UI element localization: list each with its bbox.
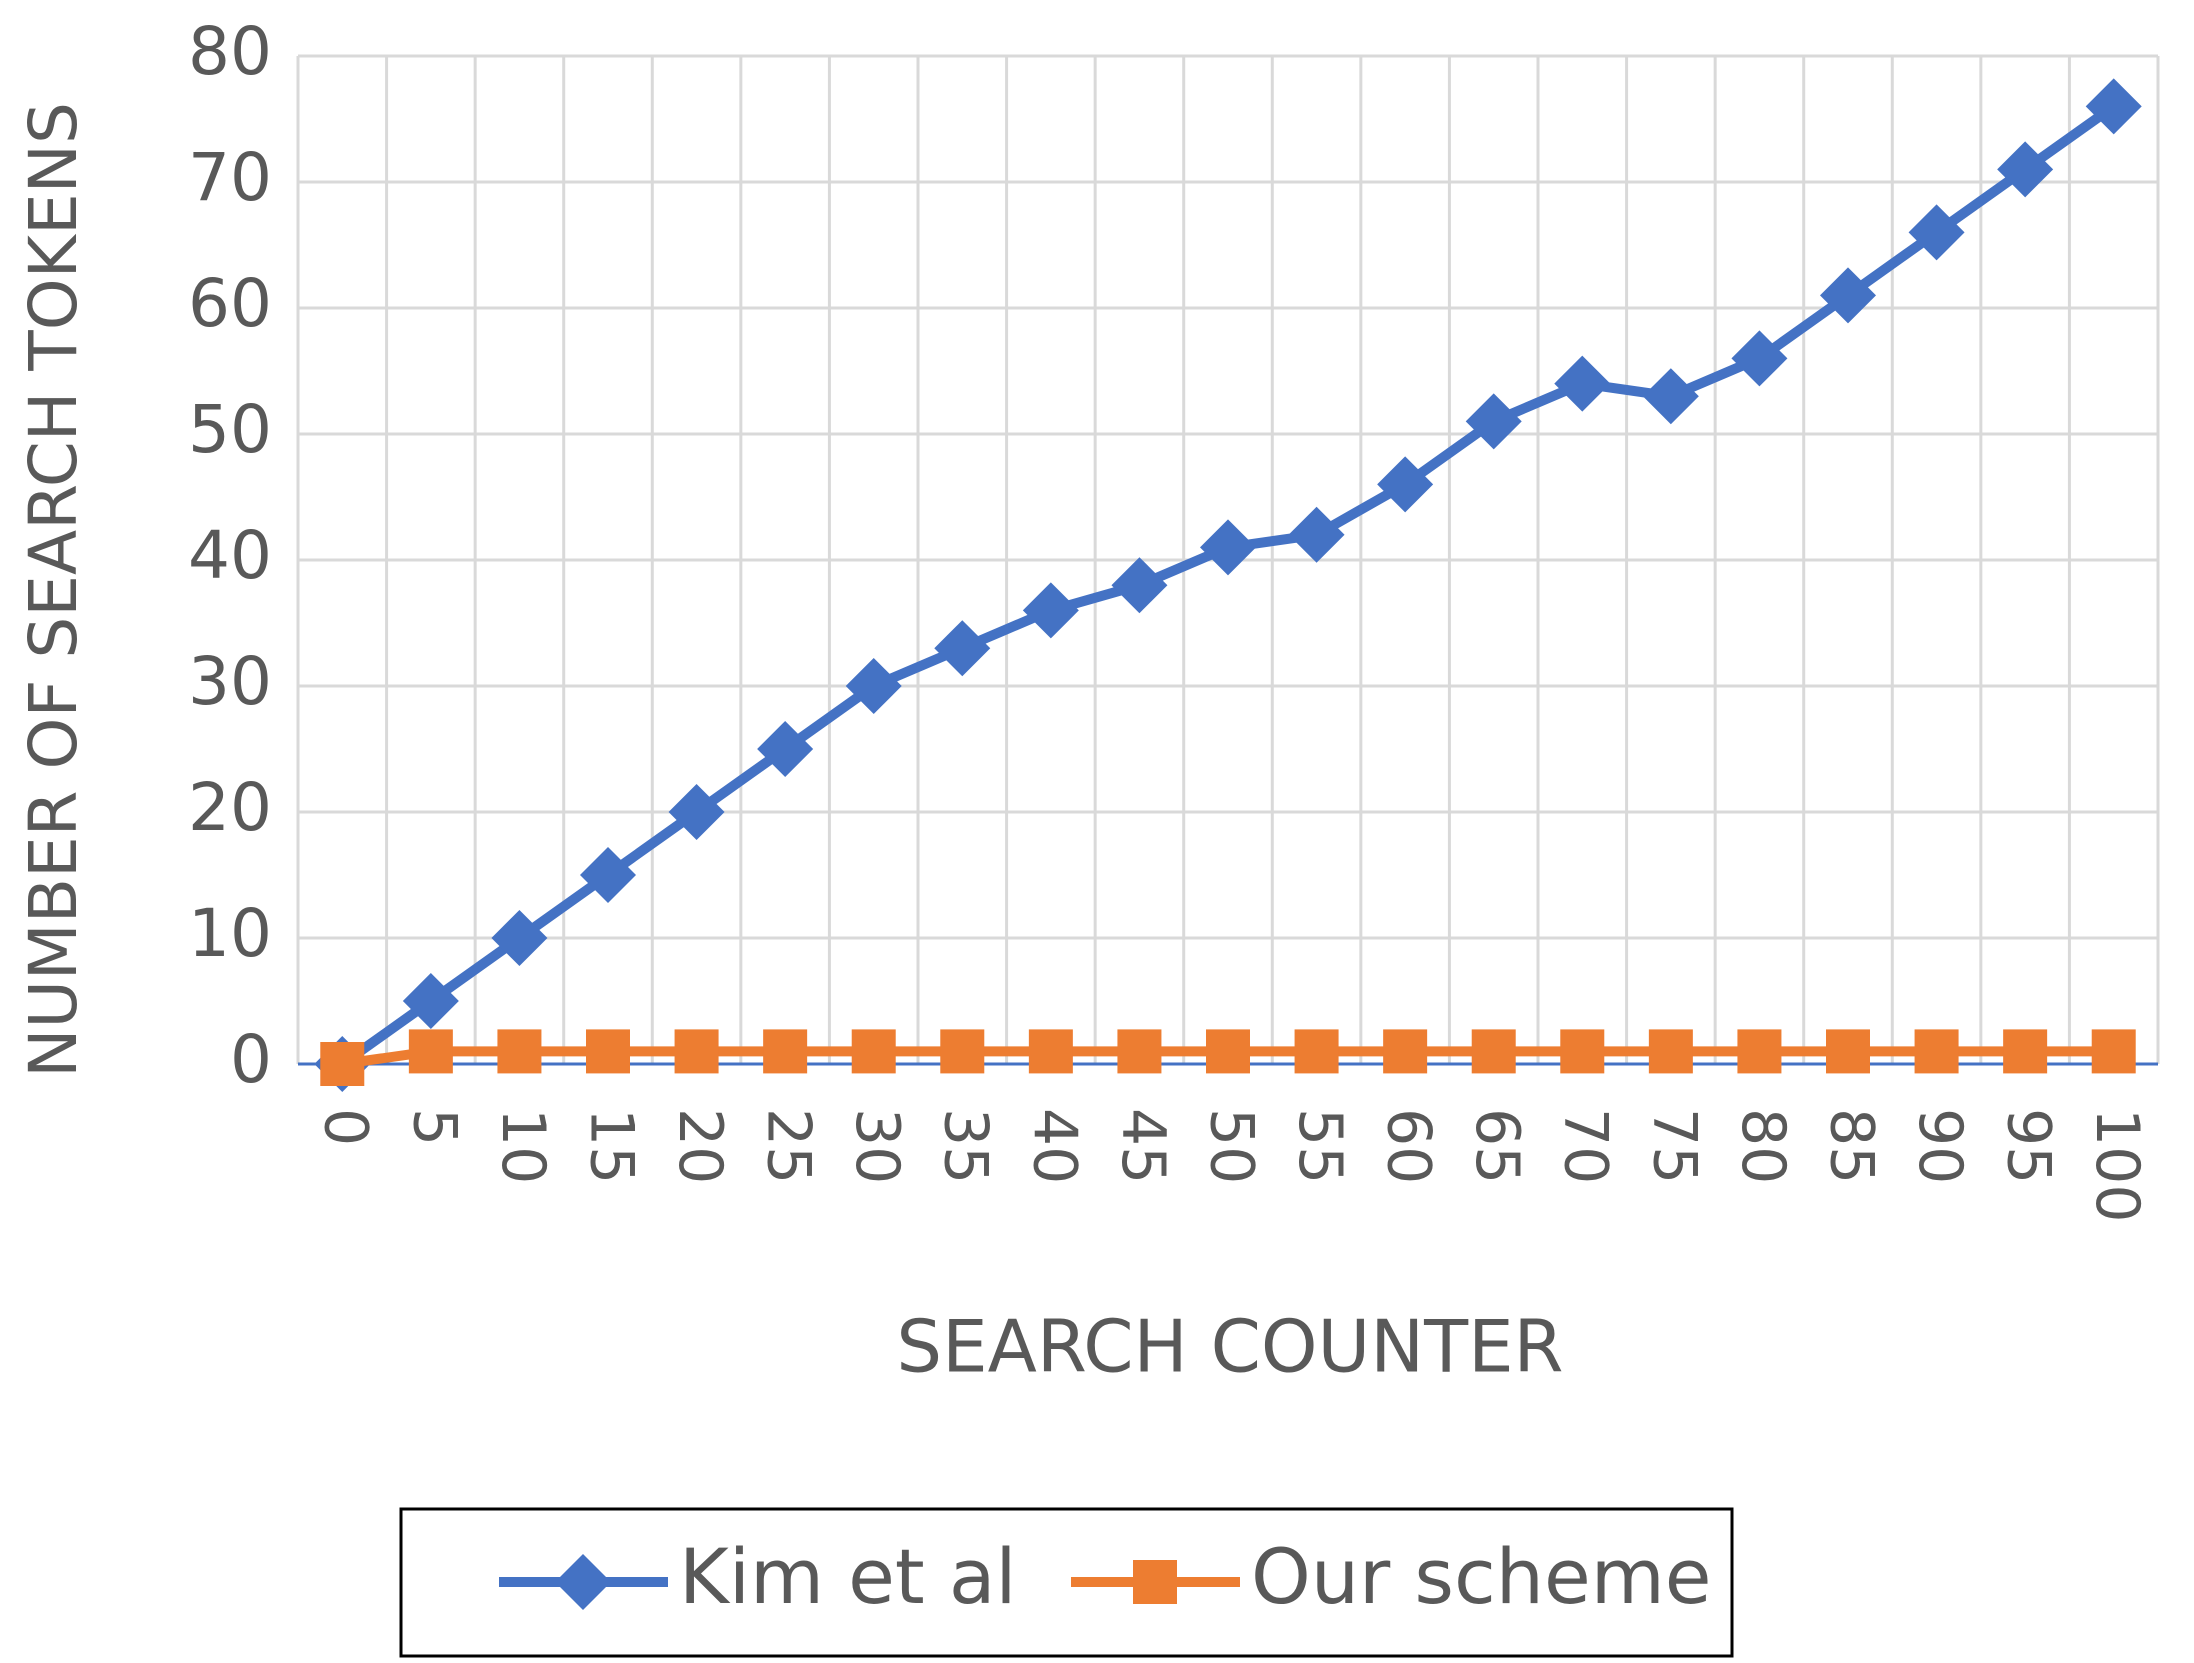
x-tick-label: 50: [1196, 1108, 1266, 1184]
x-tick-label: 55: [1285, 1108, 1355, 1184]
data-point: [1022, 582, 1079, 639]
data-point: [1471, 1029, 1516, 1074]
x-tick-label: 70: [1551, 1108, 1621, 1184]
data-point: [1383, 1029, 1428, 1074]
data-point: [940, 1029, 985, 1074]
x-tick-label: 0: [311, 1108, 381, 1146]
data-point: [1294, 1029, 1339, 1074]
legend-marker: [1133, 1560, 1177, 1604]
data-point: [763, 1029, 808, 1074]
data-point: [1820, 267, 1876, 324]
x-tick-label: 5: [399, 1108, 469, 1146]
x-tick-label: 20: [665, 1108, 735, 1184]
x-tick-label: 95: [1994, 1108, 2064, 1184]
data-point: [1377, 456, 1434, 513]
data-point: [1111, 557, 1168, 614]
x-tick-label: 75: [1639, 1108, 1709, 1184]
x-tick-label: 45: [1108, 1108, 1178, 1184]
x-tick-label: 30: [842, 1108, 912, 1184]
x-tick-label: 90: [1905, 1108, 1975, 1184]
y-tick-label: 80: [188, 13, 272, 90]
legend-marker: [555, 1554, 611, 1610]
x-tick-label: 35: [931, 1108, 1001, 1184]
data-point: [1826, 1029, 1870, 1074]
y-tick-label: 0: [230, 1021, 272, 1098]
data-point: [2085, 78, 2142, 135]
legend-label: Kim et al: [679, 1532, 1017, 1621]
y-tick-label: 70: [188, 139, 272, 216]
data-point: [1200, 519, 1256, 576]
data-point: [1117, 1029, 1162, 1074]
legend-box: [399, 1507, 1734, 1658]
data-point: [2091, 1029, 2136, 1074]
data-point: [1731, 330, 1788, 387]
data-point: [934, 620, 991, 677]
data-point: [2003, 1029, 2048, 1074]
data-point: [1737, 1029, 1782, 1074]
data-point: [757, 721, 814, 777]
x-tick-label: 60: [1374, 1108, 1444, 1184]
data-point: [402, 973, 459, 1029]
data-point: [1997, 141, 2054, 198]
data-point: [1028, 1029, 1073, 1074]
data-point: [586, 1029, 630, 1074]
x-tick-label: 100: [2082, 1108, 2152, 1223]
x-tick-label: 15: [576, 1108, 646, 1184]
data-point: [497, 1029, 542, 1074]
x-tick-label: 40: [1019, 1108, 1089, 1184]
data-point: [668, 784, 725, 840]
data-point: [674, 1029, 719, 1074]
data-point: [851, 1029, 896, 1074]
y-tick-label: 60: [188, 265, 272, 342]
data-point: [491, 910, 548, 966]
data-point: [1642, 368, 1699, 425]
x-tick-label: 65: [1462, 1108, 1532, 1184]
data-point: [320, 1042, 365, 1086]
data-point: [580, 847, 636, 903]
data-point: [1914, 1029, 1959, 1074]
x-tick-label: 10: [488, 1108, 558, 1184]
y-tick-label: 30: [188, 643, 272, 720]
legend-label: Our scheme: [1251, 1532, 1712, 1621]
data-point: [845, 658, 902, 714]
x-tick-label: 25: [754, 1108, 824, 1184]
data-point: [1206, 1029, 1250, 1074]
data-point: [1560, 1029, 1605, 1074]
data-point: [1554, 355, 1611, 412]
y-tick-label: 10: [188, 895, 272, 972]
y-axis-title: NUMBER OF SEARCH TOKENS: [15, 102, 92, 1078]
y-tick-label: 50: [188, 391, 272, 468]
data-point: [1465, 393, 1522, 450]
data-point: [408, 1029, 453, 1074]
x-tick-label: 85: [1816, 1108, 1886, 1184]
data-point: [1648, 1029, 1693, 1074]
x-tick-label: 80: [1728, 1108, 1798, 1184]
x-axis-title: SEARCH COUNTER: [896, 1305, 1563, 1389]
y-tick-label: 40: [188, 517, 272, 594]
data-point: [1288, 506, 1345, 563]
y-tick-label: 20: [188, 769, 272, 846]
data-point: [1908, 204, 1965, 261]
